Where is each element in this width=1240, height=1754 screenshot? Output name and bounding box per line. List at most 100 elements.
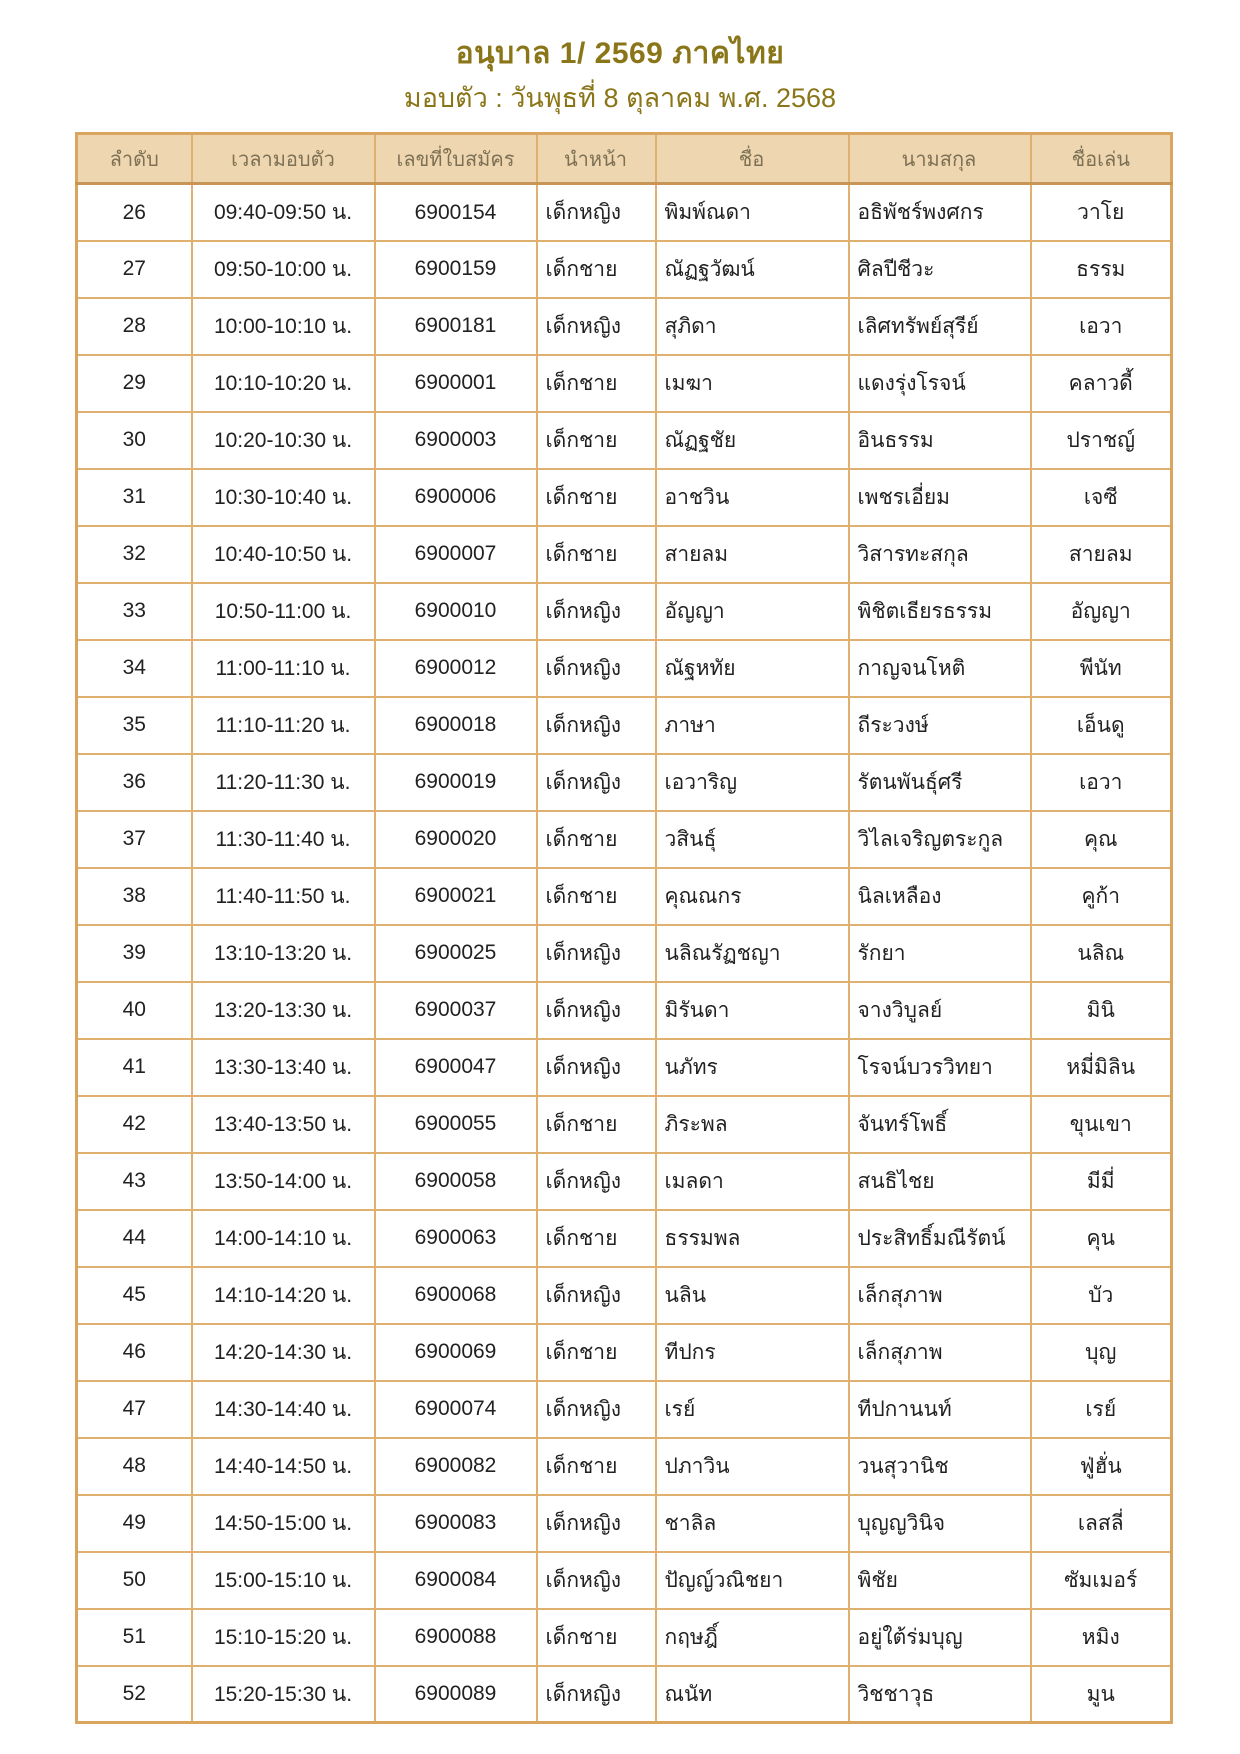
handover-time-cell: 11:20-11:30 น. xyxy=(190,752,376,812)
first-name-cell: ปภาวิน xyxy=(654,1436,850,1496)
column-header-title-prefix: นำหน้า xyxy=(535,132,657,186)
handover-time-cell: 11:30-11:40 น. xyxy=(190,809,376,869)
first-name-cell: อัญญา xyxy=(654,581,850,641)
nickname-cell: หมิง xyxy=(1029,1607,1173,1667)
first-name-cell: ชาลิล xyxy=(654,1493,850,1553)
application-no-cell: 6900019 xyxy=(373,752,538,812)
order-cell: 27 xyxy=(75,239,193,299)
table-row: 46 14:20-14:30 น. 6900069 เด็กชาย ทีปกร เล็กส… xyxy=(75,1322,1173,1382)
application-no-cell: 6900001 xyxy=(373,353,538,413)
table-row: 27 09:50-10:00 น. 6900159 เด็กชาย ณัฏฐวัฒน์ศ… xyxy=(75,239,1173,299)
nickname-cell: บุญ xyxy=(1029,1322,1173,1382)
last-name-cell: กาญจนโหติ xyxy=(847,638,1032,698)
handover-time-cell: 14:10-14:20 น. xyxy=(190,1265,376,1325)
last-name-cell: ศิลปีชีวะ xyxy=(847,239,1032,299)
nickname-cell: มูน xyxy=(1029,1664,1173,1724)
order-cell: 42 xyxy=(75,1094,193,1154)
application-no-cell: 6900068 xyxy=(373,1265,538,1325)
order-cell: 45 xyxy=(75,1265,193,1325)
handover-time-cell: 14:40-14:50 น. xyxy=(190,1436,376,1496)
column-header-order: ลำดับ xyxy=(75,132,193,186)
title-prefix-cell: เด็กหญิง xyxy=(535,1151,657,1211)
application-no-cell: 6900083 xyxy=(373,1493,538,1553)
last-name-cell: เพชรเอี่ยม xyxy=(847,467,1032,527)
table-row: 32 10:40-10:50 น. 6900007 เด็กชาย สายลม วิสาร… xyxy=(75,524,1173,584)
application-no-cell: 6900012 xyxy=(373,638,538,698)
last-name-cell: อยู่ใต้ร่มบุญ xyxy=(847,1607,1032,1667)
last-name-cell: บุญญวินิจ xyxy=(847,1493,1032,1553)
table-row: 36 11:20-11:30 น. 6900019 เด็กหญิง เอวาริญ รั… xyxy=(75,752,1173,812)
roster-table-container: ลำดับ เวลามอบตัว เลขที่ใบสมัคร นำหน้า ชื่อ นา… xyxy=(75,132,1173,1725)
document-header: อนุบาล 1/ 2569 ภาคไทย มอบตัว : วันพุธที่… xyxy=(0,0,1240,114)
order-cell: 47 xyxy=(75,1379,193,1439)
nickname-cell: ปราชญ์ xyxy=(1029,410,1173,470)
first-name-cell: ธรรมพล xyxy=(654,1208,850,1268)
first-name-cell: ทีปกร xyxy=(654,1322,850,1382)
title-prefix-cell: เด็กชาย xyxy=(535,410,657,470)
handover-schedule-table: ลำดับ เวลามอบตัว เลขที่ใบสมัคร นำหน้า ชื่อ นา… xyxy=(75,132,1173,1725)
nickname-cell: หมี่มิลิน xyxy=(1029,1037,1173,1097)
title-prefix-cell: เด็กชาย xyxy=(535,1436,657,1496)
handover-time-cell: 10:30-10:40 น. xyxy=(190,467,376,527)
first-name-cell: นภัทร xyxy=(654,1037,850,1097)
first-name-cell: พิมพ์ณดา xyxy=(654,182,850,242)
nickname-cell: วาโย xyxy=(1029,182,1173,242)
order-cell: 35 xyxy=(75,695,193,755)
table-row: 34 11:00-11:10 น. 6900012 เด็กหญิง ณัฐหทัย กา… xyxy=(75,638,1173,698)
table-row: 26 09:40-09:50 น. 6900154 เด็กหญิง พิมพ์ณดาอ… xyxy=(75,182,1173,242)
last-name-cell: ประสิทธิ์มณีรัตน์ xyxy=(847,1208,1032,1268)
title-prefix-cell: เด็กชาย xyxy=(535,1094,657,1154)
title-prefix-cell: เด็กหญิง xyxy=(535,1664,657,1724)
table-row: 39 13:10-13:20 น. 6900025 เด็กหญิง นลิณรัฏชญ… xyxy=(75,923,1173,983)
order-cell: 30 xyxy=(75,410,193,470)
order-cell: 49 xyxy=(75,1493,193,1553)
last-name-cell: อินธรรม xyxy=(847,410,1032,470)
application-no-cell: 6900003 xyxy=(373,410,538,470)
handover-time-cell: 11:40-11:50 น. xyxy=(190,866,376,926)
last-name-cell: นิลเหลือง xyxy=(847,866,1032,926)
order-cell: 43 xyxy=(75,1151,193,1211)
order-cell: 39 xyxy=(75,923,193,983)
title-prefix-cell: เด็กหญิง xyxy=(535,1550,657,1610)
first-name-cell: สายลม xyxy=(654,524,850,584)
first-name-cell: นลิน xyxy=(654,1265,850,1325)
application-no-cell: 6900082 xyxy=(373,1436,538,1496)
handover-time-cell: 13:40-13:50 น. xyxy=(190,1094,376,1154)
first-name-cell: คุณณกร xyxy=(654,866,850,926)
application-no-cell: 6900020 xyxy=(373,809,538,869)
nickname-cell: ซัมเมอร์ xyxy=(1029,1550,1173,1610)
table-row: 51 15:10-15:20 น. 6900088 เด็กชาย กฤษฎิ์ อยู่… xyxy=(75,1607,1173,1667)
table-row: 28 10:00-10:10 น. 6900181 เด็กหญิง สุภิดา เลิ… xyxy=(75,296,1173,356)
order-cell: 44 xyxy=(75,1208,193,1268)
first-name-cell: ภิระพล xyxy=(654,1094,850,1154)
nickname-cell: เอวา xyxy=(1029,296,1173,356)
first-name-cell: นลิณรัฏชญา xyxy=(654,923,850,983)
title-prefix-cell: เด็กชาย xyxy=(535,809,657,869)
title-prefix-cell: เด็กหญิง xyxy=(535,182,657,242)
application-no-cell: 6900084 xyxy=(373,1550,538,1610)
last-name-cell: รักยา xyxy=(847,923,1032,983)
order-cell: 26 xyxy=(75,182,193,242)
order-cell: 33 xyxy=(75,581,193,641)
first-name-cell: กฤษฎิ์ xyxy=(654,1607,850,1667)
order-cell: 40 xyxy=(75,980,193,1040)
table-row: 33 10:50-11:00 น. 6900010 เด็กหญิง อัญญา พิชิ… xyxy=(75,581,1173,641)
order-cell: 36 xyxy=(75,752,193,812)
handover-time-cell: 14:30-14:40 น. xyxy=(190,1379,376,1439)
order-cell: 32 xyxy=(75,524,193,584)
last-name-cell: ทีปกานนท์ xyxy=(847,1379,1032,1439)
nickname-cell: นลิณ xyxy=(1029,923,1173,983)
handover-time-cell: 14:50-15:00 น. xyxy=(190,1493,376,1553)
column-header-first-name: ชื่อ xyxy=(654,132,850,186)
nickname-cell: บัว xyxy=(1029,1265,1173,1325)
application-no-cell: 6900069 xyxy=(373,1322,538,1382)
order-cell: 37 xyxy=(75,809,193,869)
title-prefix-cell: เด็กชาย xyxy=(535,353,657,413)
title-prefix-cell: เด็กหญิง xyxy=(535,1379,657,1439)
table-row: 48 14:40-14:50 น. 6900082 เด็กชาย ปภาวิน วนสุ… xyxy=(75,1436,1173,1496)
handover-time-cell: 11:00-11:10 น. xyxy=(190,638,376,698)
first-name-cell: วสินธุ์ xyxy=(654,809,850,869)
application-no-cell: 6900058 xyxy=(373,1151,538,1211)
last-name-cell: วิชชาวุธ xyxy=(847,1664,1032,1724)
first-name-cell: ณนัท xyxy=(654,1664,850,1724)
